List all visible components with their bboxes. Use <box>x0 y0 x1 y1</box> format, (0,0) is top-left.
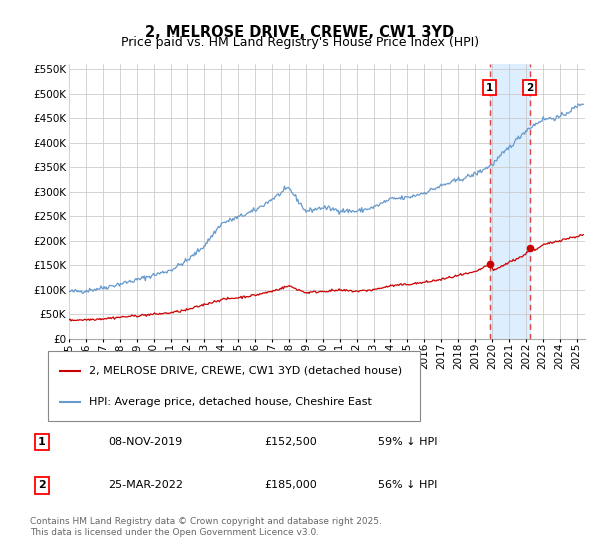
Text: Price paid vs. HM Land Registry's House Price Index (HPI): Price paid vs. HM Land Registry's House … <box>121 36 479 49</box>
Text: 2, MELROSE DRIVE, CREWE, CW1 3YD (detached house): 2, MELROSE DRIVE, CREWE, CW1 3YD (detach… <box>89 366 402 376</box>
Text: 2: 2 <box>526 83 533 93</box>
Text: £152,500: £152,500 <box>264 437 317 447</box>
Text: HPI: Average price, detached house, Cheshire East: HPI: Average price, detached house, Ches… <box>89 396 372 407</box>
Text: 2: 2 <box>38 480 46 491</box>
Text: 1: 1 <box>486 83 493 93</box>
Text: 08-NOV-2019: 08-NOV-2019 <box>108 437 182 447</box>
Text: 56% ↓ HPI: 56% ↓ HPI <box>378 480 437 491</box>
Text: 2, MELROSE DRIVE, CREWE, CW1 3YD: 2, MELROSE DRIVE, CREWE, CW1 3YD <box>145 25 455 40</box>
Text: 1: 1 <box>38 437 46 447</box>
Text: 25-MAR-2022: 25-MAR-2022 <box>108 480 183 491</box>
Text: 59% ↓ HPI: 59% ↓ HPI <box>378 437 437 447</box>
Text: Contains HM Land Registry data © Crown copyright and database right 2025.
This d: Contains HM Land Registry data © Crown c… <box>30 517 382 536</box>
Text: £185,000: £185,000 <box>264 480 317 491</box>
Bar <box>490 64 530 339</box>
